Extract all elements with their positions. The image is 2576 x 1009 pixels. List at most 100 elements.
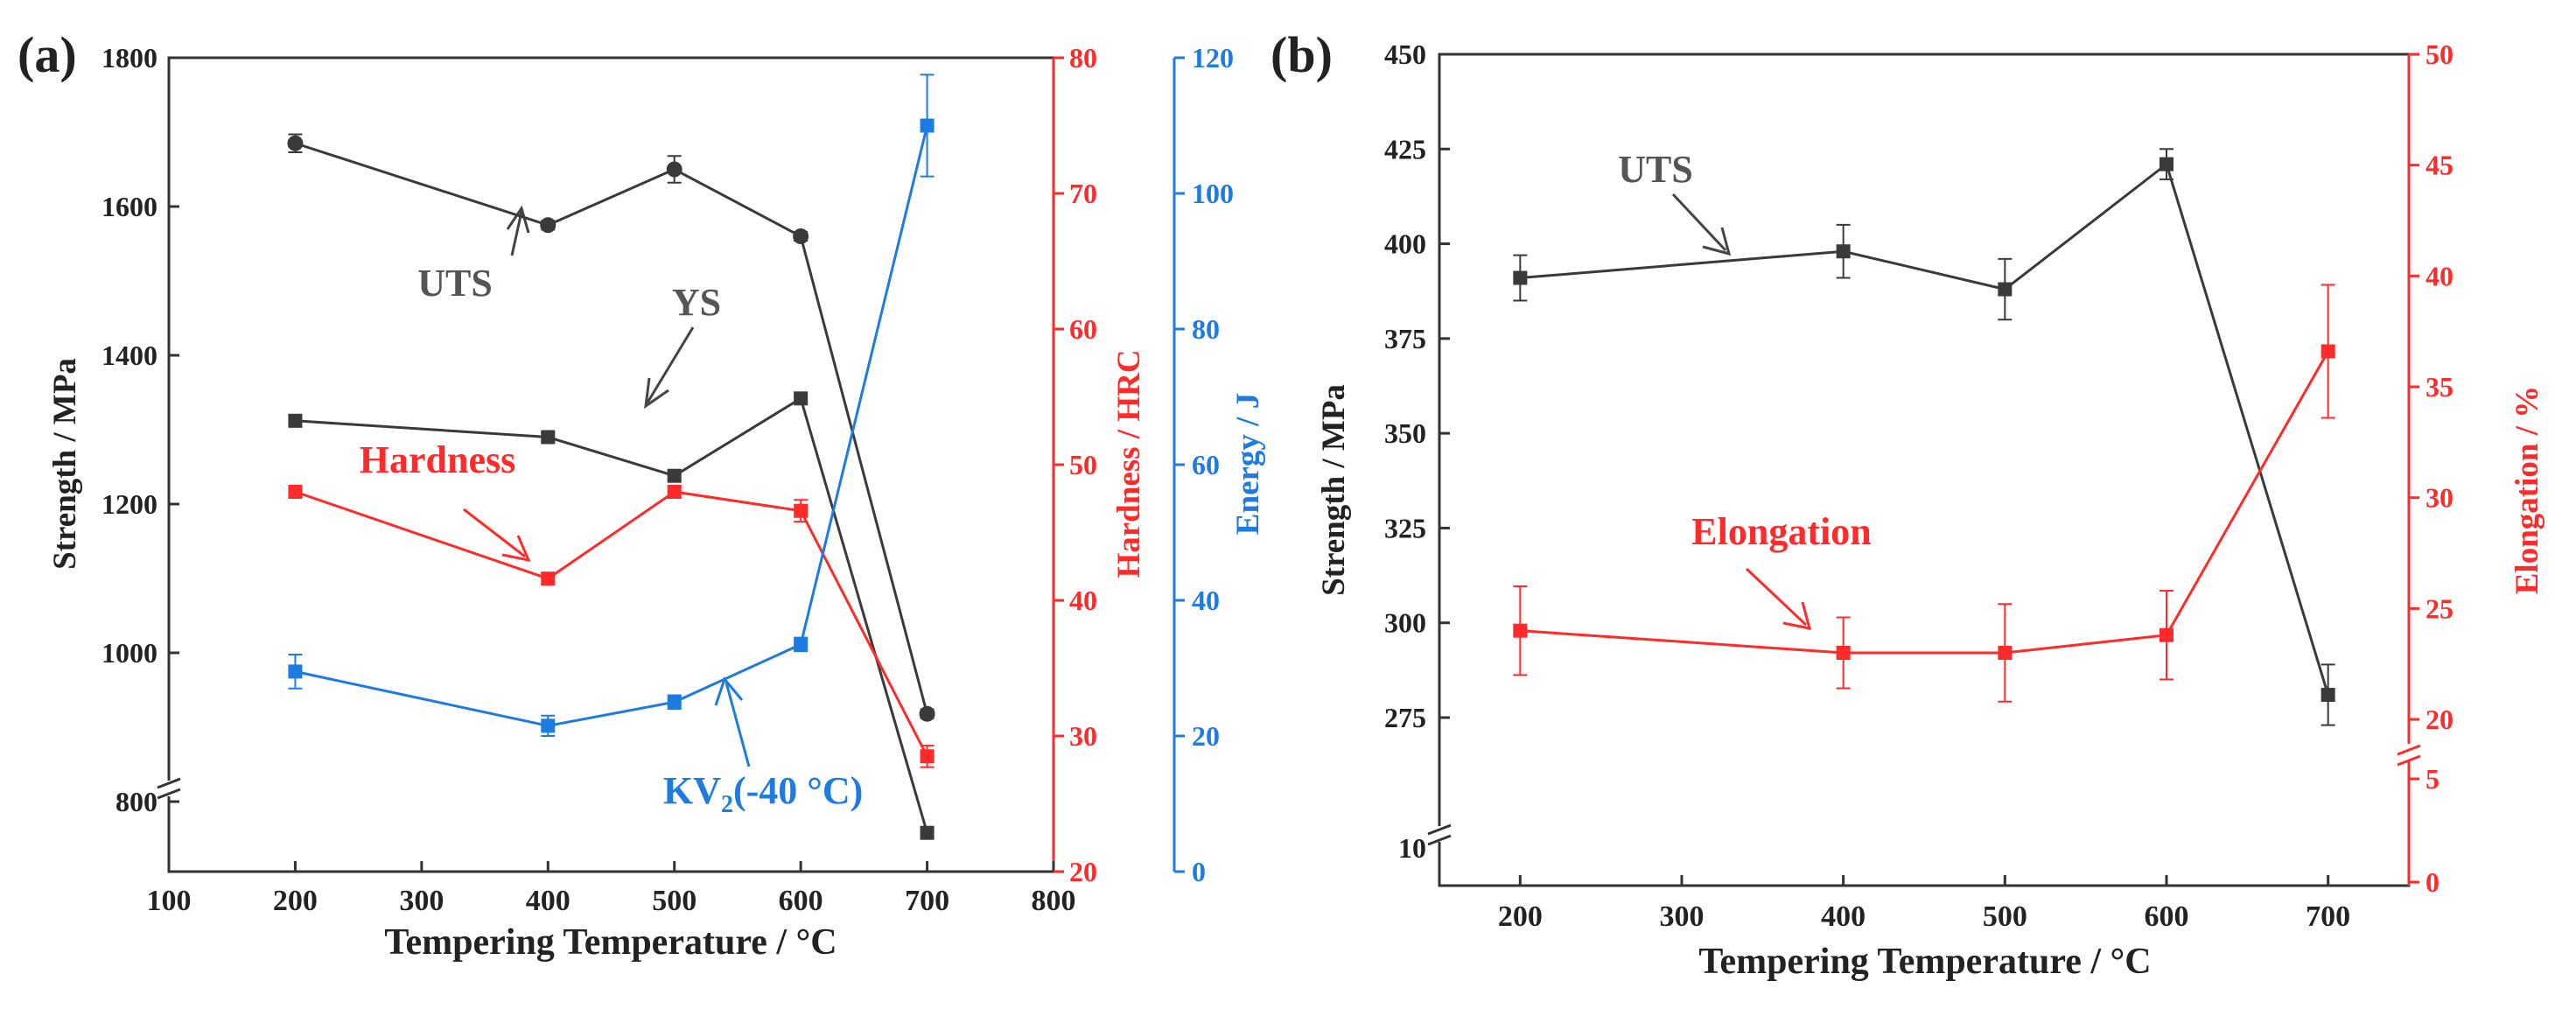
panel-a-uts-arrowhead [506, 205, 530, 234]
panel-b-x-tick-label: 700 [2306, 900, 2350, 933]
panel-b-series [1513, 148, 2335, 726]
panel-b-right-axis-break [2397, 744, 2421, 767]
panel-a-strength-tick-label: 1200 [102, 488, 158, 520]
panel-a-hardness-point [541, 571, 556, 586]
panel-b-plot-frame [1438, 53, 2411, 887]
panel-b-uts-arrow [1671, 193, 1727, 252]
panel-b-strength-tick-label: 275 [1384, 702, 1426, 733]
panel-a-label: (a) [18, 26, 77, 83]
panel-a-x-tick-label: 500 [652, 885, 696, 917]
panel-b-x-tick-label: 500 [1983, 900, 2027, 933]
panel-a-kv2-point [920, 118, 934, 133]
panel-a: (a) Strength / MPa Hardness / HRC Energy… [18, 26, 1266, 963]
panel-a-uts-point [287, 135, 304, 151]
panel-b-ticks: 200 300 400 500 600 7002753003253503754004254… [1384, 39, 2454, 933]
panel-a-kv2-point [667, 695, 682, 710]
panel-b-strength-broken-tick-label: 10 [1398, 832, 1426, 864]
panel-b-strength-tick-label: 300 [1384, 607, 1426, 639]
panel-a-hardness-line [294, 490, 928, 757]
panel-a-x-tick-label: 300 [399, 885, 444, 917]
panel-a-uts-arrow [510, 211, 523, 256]
panel-a-strength-tick-label: 1800 [102, 42, 158, 74]
panel-b-label: (b) [1270, 26, 1333, 83]
panel-a-x-tick-label: 100 [147, 885, 192, 917]
panel-b-x-axis-title: Tempering Temperature / °C [1698, 942, 2151, 982]
panel-a-energy-axis-title: Energy / J [1230, 393, 1266, 535]
panel-b-uts-line [1520, 162, 2330, 696]
panel-b-x-tick-label: 300 [1660, 900, 1704, 933]
panel-b-elongation-annotation: Elongation [1691, 510, 1871, 553]
panel-a-kv2-point [288, 664, 303, 679]
panel-a-hardness-point [667, 485, 682, 499]
panel-b-uts-point [1998, 282, 2012, 297]
panel-b-strength-tick-label: 350 [1384, 417, 1426, 449]
panel-a-kv-annotation: KV2(-40 °C) [663, 769, 863, 818]
panel-a-energy-tick-label: 20 [1192, 720, 1220, 752]
panel-b-left-axis-break [1427, 823, 1452, 846]
panel-b-uts-point [1513, 270, 1528, 285]
panel-b-strength-tick-label: 375 [1384, 323, 1426, 354]
panel-a-x-tick-label: 600 [779, 885, 823, 917]
panel-a-hardness-tick-label: 70 [1069, 178, 1097, 209]
panel-b-elongation-tick-label: 50 [2426, 39, 2454, 70]
panel-a-uts-point [666, 161, 682, 178]
panel-a-hardness-tick-label: 50 [1069, 449, 1097, 480]
panel-a-ys-point [541, 430, 556, 445]
panel-b-elongation-point [1836, 646, 1851, 660]
panel-a-hardness-tick-label: 30 [1069, 720, 1097, 752]
panel-a-ys-arrowhead [644, 377, 669, 410]
panel-b-strength-tick-label: 425 [1384, 133, 1426, 165]
panel-b-elongation-tick-label: 25 [2426, 592, 2454, 624]
panel-a-x-tick-label: 800 [1032, 885, 1076, 917]
panel-a-strength-tick-label: 1400 [102, 340, 158, 371]
panel-a-ys-point [667, 468, 682, 483]
panel-a-strength-tick-label: 1000 [102, 637, 158, 669]
panel-a-hardness-axis-title: Hardness / HRC [1111, 349, 1147, 578]
panel-a-uts-annotation: UTS [417, 262, 493, 305]
panel-b-elongation-arrowhead [1782, 601, 1812, 630]
panel-b-elongation-tick-label: 20 [2426, 704, 2454, 735]
panel-b-x-tick-label: 400 [1821, 900, 1866, 933]
panel-a-hardness-point [288, 485, 303, 499]
panel-b-strength-tick-label: 450 [1384, 39, 1426, 70]
panel-a-hardness-annotation: Hardness [360, 438, 515, 481]
panel-b-elongation-arrow [1745, 567, 1808, 627]
panel-b-elongation-tick-label: 30 [2426, 482, 2454, 514]
panel-a-energy-tick-label: 80 [1192, 313, 1220, 345]
panel-a-x-tick-label: 700 [905, 885, 949, 917]
panel-b-uts-arrowhead [1702, 227, 1732, 256]
panel-a-hardness-tick-label: 40 [1069, 585, 1097, 616]
panel-b-strength-tick-label: 400 [1384, 228, 1426, 260]
panel-a-series [287, 74, 935, 840]
panel-a-uts-point [919, 705, 935, 722]
panel-b-elongation-axis-title: Elongation / % [2510, 386, 2545, 595]
panel-b-elongation-line [1520, 350, 2329, 655]
panel-a-hardness-point [794, 503, 808, 518]
panel-a-uts-line [294, 142, 929, 715]
panel-b-uts-point [1836, 244, 1851, 259]
panel-a-x-axis-title: Tempering Temperature / °C [384, 922, 836, 963]
panel-a-energy-tick-label: 60 [1192, 449, 1220, 480]
panel-a-energy-tick-label: 0 [1192, 856, 1206, 887]
panel-a-energy-tick-label: 40 [1192, 585, 1220, 616]
panel-b-elongation-tick-label: 35 [2426, 371, 2454, 403]
panel-b-uts-point [2320, 688, 2335, 703]
panel-a-hardness-tick-label: 60 [1069, 313, 1097, 345]
panel-a-ys-annotation: YS [672, 281, 721, 324]
panel-a-kv2-point [794, 637, 808, 652]
panel-a-energy-tick-label: 100 [1192, 178, 1234, 209]
panel-a-strength-axis-title: Strength / MPa [47, 358, 83, 570]
panel-b-elongation-point [1513, 623, 1528, 638]
panel-a-x-tick-label: 200 [273, 885, 318, 917]
panel-a-ys-point [794, 391, 808, 406]
panel-a-hardness-tick-label: 80 [1069, 42, 1097, 74]
panel-a-kv2-point [541, 718, 556, 733]
panel-b-elongation-point [2160, 627, 2174, 642]
panel-b-elongation-tick-label: 45 [2426, 150, 2454, 181]
panel-a-ys-point [920, 825, 934, 840]
panel-a-x-tick-label: 400 [526, 885, 570, 917]
panel-a-kv-arrow [724, 682, 751, 767]
panel-a-uts-point [540, 217, 556, 234]
panel-a-hardness-arrow [463, 508, 526, 558]
